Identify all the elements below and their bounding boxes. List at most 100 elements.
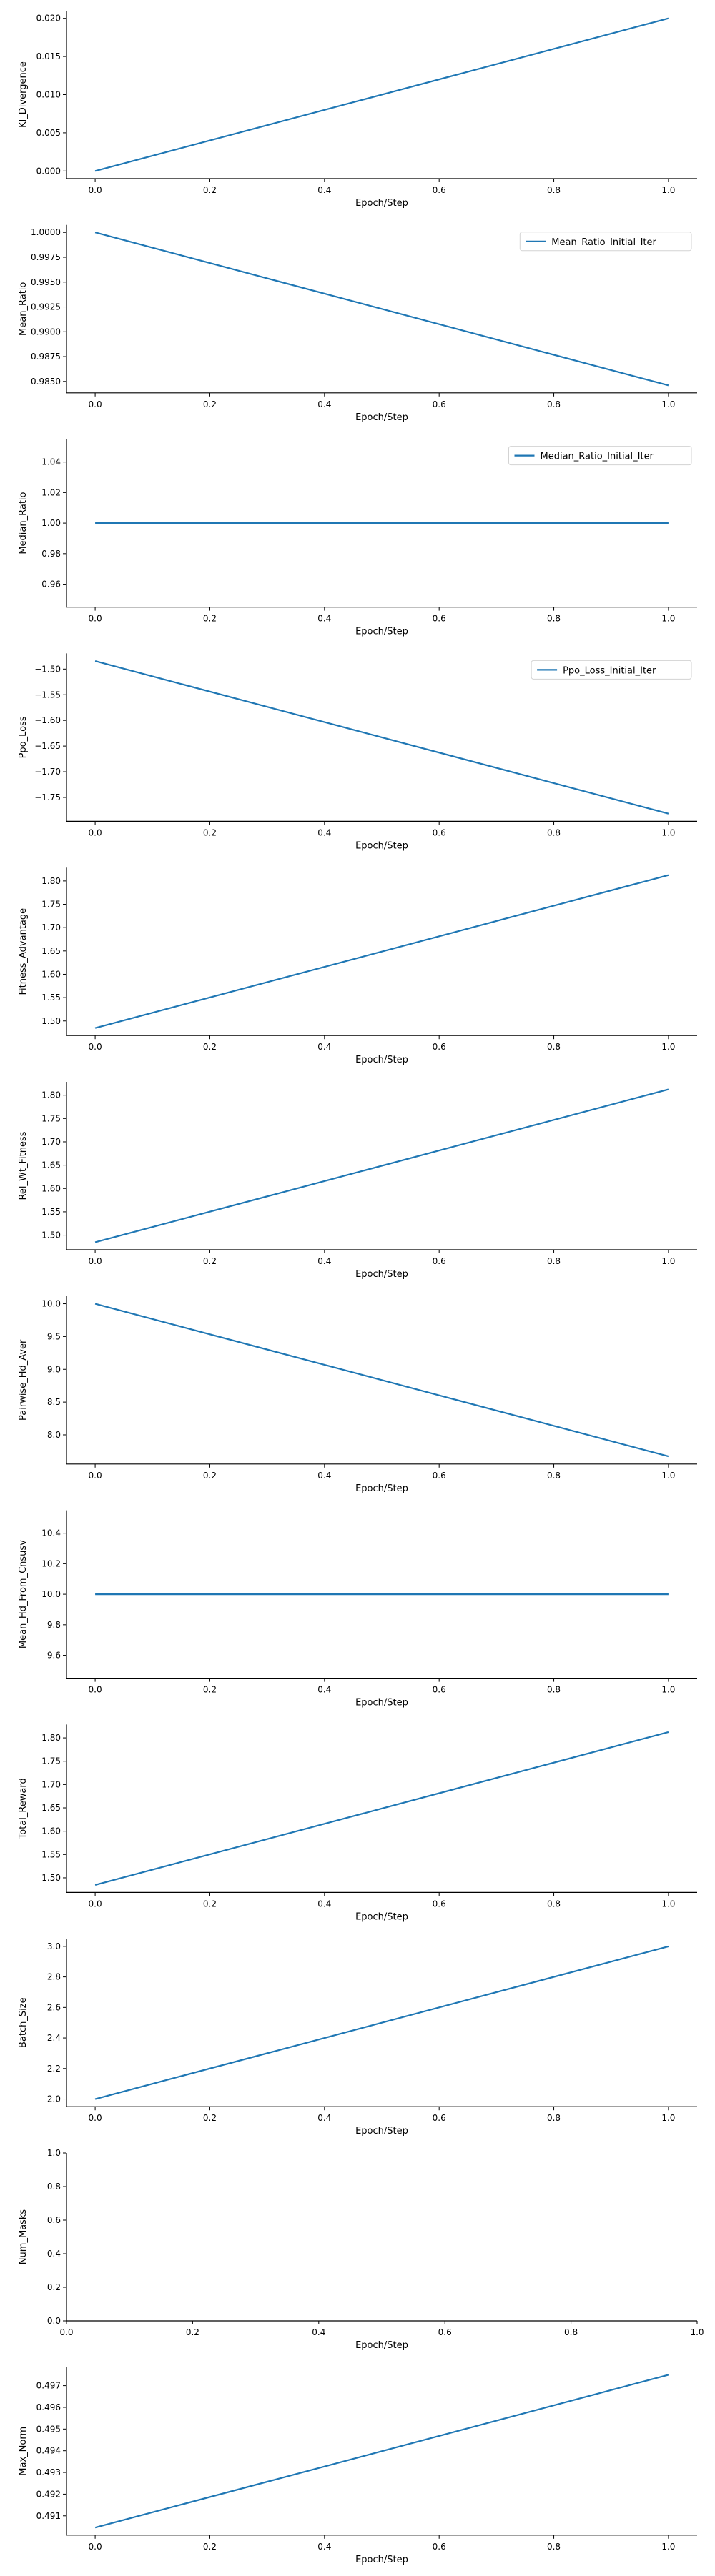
chart-panel-8: 0.0 0.2 0.4 0.6 0.8 1.0 9.6 9.8 10.0 10.2 10.4 Epoc… [18,1510,697,1709]
y-tick-label: 1.70 [41,1779,61,1789]
y-tick-label: 0.494 [36,2446,61,2456]
y-axis-label: Num_Masks [18,2209,29,2265]
y-tick-label: 0.491 [36,2511,61,2521]
x-tick-label: 0.4 [317,1685,331,1695]
x-tick-label: 0.0 [89,399,102,409]
series-line [94,1088,669,1243]
y-tick-label: −1.65 [34,741,61,751]
y-tick-label: −1.75 [34,792,61,802]
y-axis-label: Pairwise_Hd_Aver [18,1339,29,1421]
x-tick-label: 0.0 [89,1899,102,1909]
series-line [94,1945,669,2100]
x-tick-label: 0.2 [203,2113,217,2123]
x-tick-label: 0.4 [317,1042,331,1052]
x-axis-label: Epoch/Step [355,2340,408,2351]
x-tick-label: 0.6 [433,1042,446,1052]
chart-panel-6: 0.0 0.2 0.4 0.6 0.8 1.0 1.50 1.55 1.60 1.65 1.70 1.… [18,1082,697,1280]
legend: Median_Ratio_Initial_Iter [508,446,692,466]
x-tick-label: 0.0 [89,1256,102,1266]
x-tick-label: 0.4 [312,2327,325,2337]
y-tick-label: 1.50 [41,1873,61,1883]
y-tick-label: 0.497 [36,2381,61,2391]
y-axis-label: Kl_Divergence [18,61,29,128]
x-tick-label: 0.6 [438,2327,452,2337]
y-tick-label: 1.60 [41,1183,61,1193]
y-tick-label: 2.6 [47,2002,61,2012]
x-tick-label: 0.2 [203,1899,217,1909]
y-tick-label: 1.0000 [31,227,61,237]
x-axis-label: Epoch/Step [355,2555,408,2565]
x-tick-label: 0.8 [547,2542,561,2552]
x-tick-label: 0.6 [433,2542,446,2552]
y-tick-label: 0.8 [47,2182,61,2192]
x-tick-label: 0.0 [89,1685,102,1695]
x-tick-label: 0.0 [89,2542,102,2552]
y-tick-label: 1.80 [41,876,61,886]
chart-panel-5: 0.0 0.2 0.4 0.6 0.8 1.0 1.50 1.55 1.60 1.65 1.70 1.… [18,867,697,1065]
y-tick-label: 2.0 [47,2094,61,2104]
y-axis-label: Max_Norm [18,2427,29,2476]
series-line [94,232,669,387]
x-tick-label: 0.6 [433,1256,446,1266]
y-axis-label: Total_Reward [18,1778,29,1839]
y-tick-label: 1.60 [41,969,61,979]
y-tick-label: 0.9875 [31,352,61,362]
y-tick-label: 9.6 [47,1651,61,1661]
y-tick-label: 1.55 [41,1849,61,1859]
x-tick-label: 0.2 [186,2327,199,2337]
x-tick-label: 0.6 [433,614,446,624]
x-tick-label: 0.2 [203,827,217,837]
y-tick-label: 0.000 [36,166,61,176]
y-tick-label: −1.50 [34,664,61,674]
y-tick-label: 1.02 [41,487,61,497]
y-tick-label: −1.55 [34,690,61,700]
y-tick-label: −1.70 [34,767,61,777]
y-tick-label: 1.65 [41,946,61,956]
x-axis-label: Epoch/Step [355,2126,408,2137]
series-line [94,1303,669,1458]
y-tick-label: −1.60 [34,715,61,725]
y-axis-label: Mean_Ratio [18,282,29,336]
y-tick-label: 1.65 [41,1160,61,1170]
y-tick-label: 0.9925 [31,302,61,312]
y-axis-label: Fitness_Advantage [18,908,29,995]
x-axis-label: Epoch/Step [355,198,408,209]
y-tick-label: 1.55 [41,993,61,1003]
legend-label: Median_Ratio_Initial_Iter [541,452,654,462]
x-tick-label: 0.2 [203,2542,217,2552]
y-axis-label: Ppo_Loss [18,716,29,758]
x-axis-label: Epoch/Step [355,1483,408,1494]
y-tick-label: 1.70 [41,1137,61,1147]
legend-label: Mean_Ratio_Initial_Iter [551,237,656,248]
y-tick-label: 10.2 [41,1558,61,1568]
y-tick-label: 10.0 [41,1589,61,1599]
x-tick-label: 1.0 [661,185,675,195]
y-tick-label: 9.5 [47,1331,61,1341]
y-tick-label: 8.5 [47,1397,61,1407]
x-axis-label: Epoch/Step [355,1055,408,1065]
legend: Mean_Ratio_Initial_Iter [519,232,692,252]
x-tick-label: 0.8 [547,1256,561,1266]
x-axis-label: Epoch/Step [355,412,408,423]
x-axis-label: Epoch/Step [355,1911,408,1922]
x-tick-label: 0.0 [89,185,102,195]
x-tick-label: 1.0 [661,1256,675,1266]
x-tick-label: 0.4 [317,1899,331,1909]
x-axis-label: Epoch/Step [355,1698,408,1709]
x-tick-label: 0.8 [547,1685,561,1695]
y-axis-label: Rel_Wt_Fitness [18,1131,29,1200]
x-tick-label: 1.0 [661,614,675,624]
series-line [94,660,669,815]
x-tick-label: 0.4 [317,2113,331,2123]
x-tick-label: 0.8 [547,1471,561,1481]
x-tick-label: 1.0 [661,1042,675,1052]
legend-label: Ppo_Loss_Initial_Iter [563,665,656,676]
y-tick-label: 1.55 [41,1207,61,1217]
y-tick-label: 2.2 [47,2064,61,2074]
x-tick-label: 0.2 [203,185,217,195]
x-tick-label: 0.0 [89,1042,102,1052]
x-tick-label: 0.2 [203,1471,217,1481]
x-tick-label: 1.0 [661,827,675,837]
y-tick-label: 0.495 [36,2424,61,2434]
